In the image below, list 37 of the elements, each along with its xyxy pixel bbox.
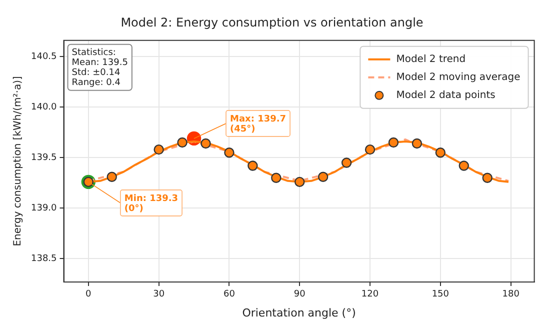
y-tick-label: 140.5 bbox=[31, 52, 57, 62]
legend-label: Model 2 trend bbox=[396, 54, 466, 65]
annotation: Min: 139.3 (0°) bbox=[124, 194, 178, 214]
point bbox=[154, 144, 164, 155]
y-tick-label: 138.5 bbox=[31, 254, 57, 264]
point bbox=[224, 148, 234, 158]
y-tick-label: 139.0 bbox=[31, 204, 58, 214]
point bbox=[364, 144, 376, 155]
point bbox=[412, 138, 422, 149]
point bbox=[435, 148, 446, 158]
x-tick-label: 30 bbox=[153, 290, 165, 300]
point bbox=[200, 138, 211, 149]
x-tick-label: 60 bbox=[223, 290, 236, 300]
point bbox=[318, 172, 328, 182]
annotation: Max: 139.7 (45°) bbox=[230, 114, 286, 134]
x-axis-title: Orientation angle (°) bbox=[242, 306, 356, 320]
point bbox=[248, 160, 258, 171]
y-tick-label: 139.5 bbox=[31, 153, 57, 164]
point bbox=[177, 137, 188, 148]
x-tick-label: 180 bbox=[502, 290, 520, 300]
x-tick-label: 90 bbox=[294, 290, 306, 300]
point bbox=[271, 172, 282, 183]
point bbox=[294, 176, 305, 188]
chart-title: Model 2: Energy consumption vs orientation angle bbox=[120, 15, 424, 30]
legend-label: Model 2 data points bbox=[396, 90, 496, 101]
point bbox=[106, 172, 117, 182]
y-tick-label: 140.0 bbox=[31, 102, 58, 112]
point bbox=[388, 137, 399, 148]
y-axis-title: Energy consumption [kWh/(m²·a)] bbox=[12, 76, 24, 246]
x-tick-label: 150 bbox=[432, 290, 450, 300]
point bbox=[341, 158, 352, 168]
annotation: Statistics: Mean: 139.5 Std: ±0.14 Range: 0.4 bbox=[72, 48, 128, 88]
point bbox=[458, 160, 469, 171]
x-tick-label: 120 bbox=[361, 290, 379, 300]
x-tick-label: 0 bbox=[86, 290, 92, 300]
point bbox=[482, 172, 492, 183]
legend-label: Model 2 moving average bbox=[396, 72, 520, 83]
